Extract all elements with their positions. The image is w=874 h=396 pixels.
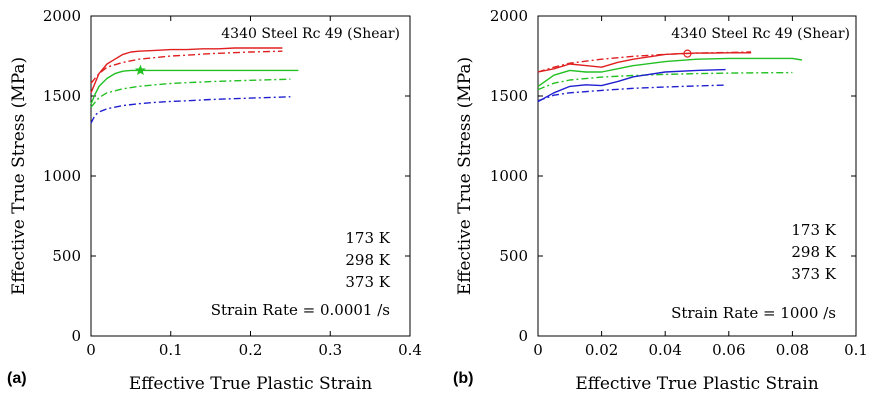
- series-line-173k-dashed: [537, 51, 752, 73]
- y-tick-label: 500: [52, 247, 81, 265]
- chart-panel-b: 0 0.02 0.04 0.06 0.08 0.1 0 500 1000 1500 2000 Effe…: [453, 7, 868, 394]
- x-tick-label: 0: [86, 341, 96, 359]
- y-axis-label: Effective True Stress (MPa): [9, 57, 29, 295]
- y-tick-label: 0: [518, 327, 528, 345]
- temperature-label: 373 K: [791, 265, 836, 283]
- x-tick-label: 0: [533, 341, 543, 359]
- temperature-label: 173 K: [791, 221, 836, 239]
- series-line-298k-solid: [537, 57, 803, 87]
- y-tick-label: 1000: [490, 167, 528, 185]
- x-axis-label: Effective True Plastic Strain: [575, 374, 818, 394]
- x-tick-label: 0.1: [844, 341, 868, 359]
- x-tick-label: 0.1: [159, 341, 183, 359]
- chart-title: 4340 Steel Rc 49 (Shear): [221, 26, 400, 42]
- x-tick-label: 0.04: [648, 341, 681, 359]
- temperature-label: 173 K: [345, 229, 390, 247]
- chart-title: 4340 Steel Rc 49 (Shear): [671, 26, 850, 42]
- x-tick-label: 0.06: [712, 341, 745, 359]
- y-axis-label: Effective True Stress (MPa): [455, 57, 475, 295]
- strain-rate-label: Strain Rate = 1000 /s: [671, 304, 836, 322]
- series-line-373k-dashed: [90, 96, 291, 124]
- temperature-label: 298 K: [345, 251, 390, 269]
- series-line-173k-solid: [90, 47, 283, 94]
- series-line-298k-dashed: [90, 78, 291, 108]
- y-tick-label: 1000: [43, 167, 81, 185]
- series-line-298k-solid: [90, 69, 299, 105]
- x-tick-label: 0.08: [776, 341, 809, 359]
- plot-frame: [537, 15, 857, 337]
- y-tick-label: 1500: [490, 87, 528, 105]
- x-tick-label: 0.2: [239, 341, 263, 359]
- marker-star: [134, 64, 146, 76]
- series-line-173k-dashed: [90, 50, 283, 84]
- series-line-298k-dashed: [537, 71, 793, 91]
- x-tick-label: 0.3: [318, 341, 342, 359]
- y-tick-label: 0: [71, 327, 81, 345]
- y-tick-label: 1500: [43, 87, 81, 105]
- series-line-173k-solid: [537, 52, 752, 73]
- x-axis-label: Effective True Plastic Strain: [129, 374, 372, 394]
- y-tick-label: 2000: [43, 7, 81, 25]
- temperature-label: 373 K: [345, 273, 390, 291]
- chart-panel-a: 0 0.1 0.2 0.3 0.4 0 500 1000 1500 2000 Effective T…: [7, 7, 422, 394]
- y-tick-label: 500: [499, 247, 528, 265]
- panel-label: (b): [453, 370, 473, 387]
- strain-rate-label: Strain Rate = 0.0001 /s: [211, 301, 390, 319]
- temperature-label: 298 K: [791, 243, 836, 261]
- panel-label: (a): [7, 370, 27, 387]
- x-tick-label: 0.02: [585, 341, 618, 359]
- series-line-373k-dashed: [537, 84, 726, 102]
- marker-circle: [683, 49, 692, 58]
- series-line-373k-solid: [537, 68, 726, 103]
- x-tick-label: 0.4: [398, 341, 422, 359]
- y-tick-label: 2000: [490, 7, 528, 25]
